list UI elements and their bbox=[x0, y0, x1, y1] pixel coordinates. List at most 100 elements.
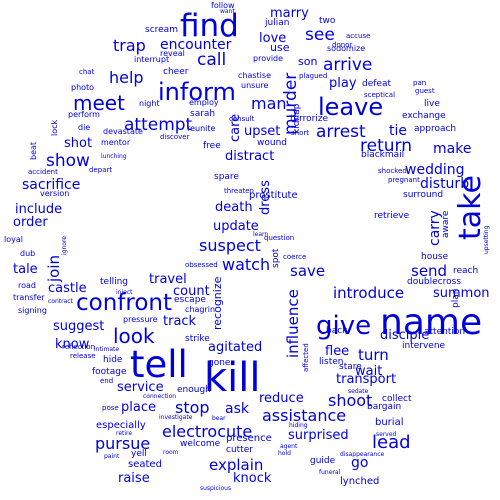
cloud-word: kill bbox=[204, 355, 261, 401]
cloud-word: suspect bbox=[199, 236, 261, 255]
cloud-word: stare bbox=[339, 362, 362, 372]
cloud-word: agent bbox=[280, 443, 298, 450]
cloud-word: defeat bbox=[362, 79, 391, 89]
cloud-word: disturb bbox=[420, 176, 470, 192]
cloud-word: death bbox=[215, 200, 253, 215]
cloud-word: inform bbox=[158, 78, 236, 106]
cloud-word: road bbox=[18, 281, 36, 290]
cloud-word: sedate bbox=[348, 388, 369, 395]
cloud-word: chastise bbox=[238, 71, 271, 80]
cloud-word: intervene bbox=[402, 341, 446, 351]
cloud-word: disappearance bbox=[340, 451, 385, 458]
cloud-word: know bbox=[55, 337, 90, 352]
cloud-word: obsessed bbox=[185, 261, 218, 269]
cloud-word: mentor bbox=[101, 138, 131, 147]
cloud-word: terrorize bbox=[290, 114, 329, 124]
cloud-word: enough bbox=[177, 385, 211, 395]
cloud-word: reduce bbox=[259, 391, 304, 406]
cloud-word: signing bbox=[18, 306, 47, 315]
cloud-word: return bbox=[360, 136, 412, 156]
cloud-word: sacrifice bbox=[22, 177, 81, 193]
cloud-word: flee bbox=[325, 344, 350, 359]
cloud-word: transport bbox=[336, 372, 397, 387]
cloud-word: distract bbox=[225, 149, 275, 164]
cloud-word: upset bbox=[244, 124, 281, 139]
cloud-word: wait bbox=[355, 364, 383, 379]
cloud-word: watch bbox=[222, 255, 271, 274]
cloud-word: summon bbox=[433, 286, 490, 301]
cloud-word: influence bbox=[284, 289, 302, 358]
cloud-word: surround bbox=[403, 190, 444, 200]
cloud-word: telling bbox=[100, 277, 128, 287]
cloud-word: find bbox=[180, 8, 239, 44]
cloud-word: tell bbox=[130, 343, 188, 386]
cloud-word: perform bbox=[68, 110, 100, 119]
cloud-word: raise bbox=[118, 471, 150, 486]
cloud-word: release bbox=[70, 352, 96, 360]
cloud-word: knock bbox=[233, 471, 272, 486]
cloud-word: sodomize bbox=[327, 44, 366, 53]
cloud-word: ask bbox=[225, 401, 249, 417]
cloud-word: tale bbox=[13, 262, 38, 277]
cloud-word: ignore bbox=[61, 236, 68, 255]
cloud-word: intimate bbox=[94, 346, 120, 353]
cloud-word: aware bbox=[441, 210, 451, 238]
cloud-word: include bbox=[15, 202, 63, 217]
cloud-word: funeral bbox=[319, 469, 341, 476]
cloud-word: exchange bbox=[402, 111, 446, 121]
cloud-word: surprised bbox=[288, 428, 349, 443]
cloud-word: pan bbox=[413, 79, 427, 87]
cloud-word: save bbox=[290, 262, 326, 280]
cloud-word: lunching bbox=[101, 153, 127, 160]
cloud-word: doublecross bbox=[407, 277, 462, 287]
cloud-word: two bbox=[319, 16, 336, 26]
cloud-word: donor bbox=[332, 41, 353, 49]
cloud-word: carry bbox=[427, 210, 443, 246]
cloud-word: play bbox=[329, 76, 357, 91]
cloud-word: confront bbox=[76, 290, 173, 316]
cloud-word: short bbox=[291, 129, 309, 137]
cloud-word: strike bbox=[185, 334, 210, 344]
cloud-word: turn bbox=[358, 346, 389, 364]
cloud-word: explain bbox=[209, 456, 264, 474]
cloud-word: yell bbox=[131, 449, 147, 459]
cloud-word: agitated bbox=[208, 340, 263, 355]
cloud-word: wound bbox=[257, 138, 287, 148]
cloud-word: encounter bbox=[160, 37, 232, 53]
cloud-word: send bbox=[411, 262, 448, 280]
cloud-word: arrest bbox=[316, 122, 366, 142]
cloud-word: sarah bbox=[190, 109, 216, 119]
cloud-word: son bbox=[298, 55, 318, 68]
cloud-word: loyal bbox=[4, 235, 23, 244]
cloud-word: julian bbox=[265, 18, 290, 28]
cloud-word: guide bbox=[310, 456, 336, 466]
cloud-word: help bbox=[109, 68, 144, 87]
cloud-word: shocked bbox=[378, 167, 407, 175]
cloud-word: affected bbox=[302, 343, 310, 372]
cloud-word: attempt bbox=[124, 115, 193, 135]
cloud-word: retrieve bbox=[374, 211, 410, 221]
cloud-word: plan bbox=[451, 288, 461, 308]
cloud-word: reunite bbox=[187, 124, 216, 133]
cloud-word: suspicious bbox=[200, 485, 232, 492]
cloud-word: hide bbox=[103, 355, 123, 365]
cloud-word: footage bbox=[92, 367, 127, 377]
cloud-word: version bbox=[40, 189, 70, 198]
cloud-word: question bbox=[264, 234, 295, 242]
cloud-word: lock bbox=[50, 119, 59, 136]
cloud-word: learn bbox=[253, 231, 269, 238]
cloud-word: dub bbox=[20, 249, 36, 258]
cloud-word: introduce bbox=[333, 284, 405, 302]
cloud-word: pursue bbox=[95, 434, 151, 453]
cloud-word: chat bbox=[79, 68, 95, 76]
cloud-word: see bbox=[305, 25, 335, 45]
cloud-word: back bbox=[326, 326, 348, 336]
cloud-word: place bbox=[121, 400, 156, 415]
cloud-word: disciple bbox=[380, 328, 430, 343]
cloud-word: listen bbox=[319, 357, 344, 367]
cloud-word: employ bbox=[189, 98, 219, 107]
cloud-word: pregnant bbox=[388, 176, 420, 184]
cloud-word: lynched bbox=[340, 476, 380, 487]
cloud-word: guest bbox=[415, 87, 435, 95]
